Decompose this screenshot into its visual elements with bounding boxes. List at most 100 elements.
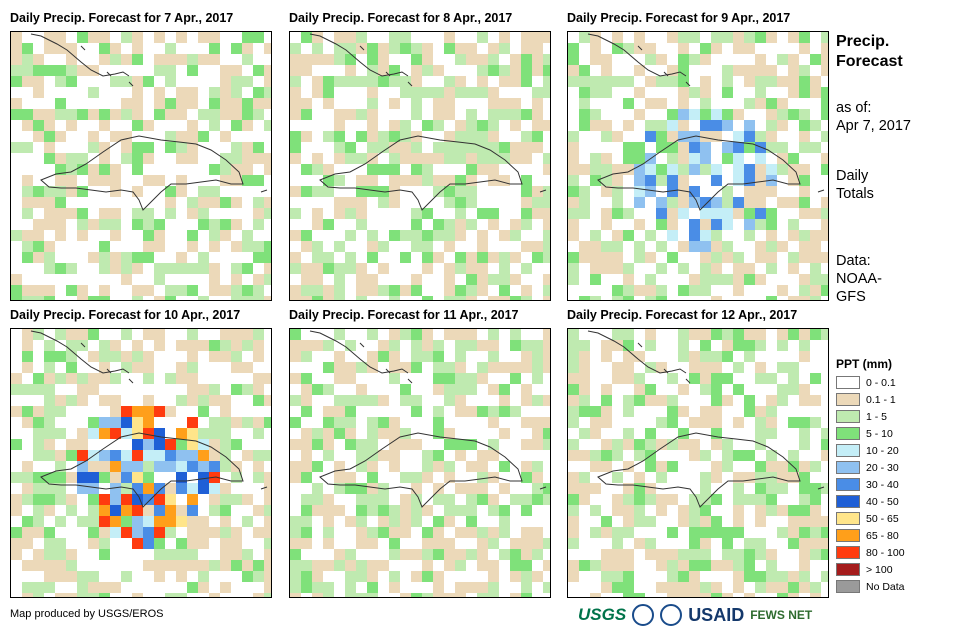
precip-cell (165, 593, 176, 597)
precip-cell (187, 549, 198, 560)
precip-cell (88, 296, 99, 300)
precip-cell (176, 142, 187, 153)
precip-cell (143, 142, 154, 153)
precip-cell (99, 296, 110, 300)
precip-cell (433, 362, 444, 373)
precip-cell (422, 252, 433, 263)
precip-cell (810, 263, 821, 274)
precip-cell (733, 384, 744, 395)
precip-cell (323, 76, 334, 87)
precip-cell (389, 340, 400, 351)
precip-cell (121, 32, 132, 43)
precip-cell (788, 109, 799, 120)
precip-cell (290, 461, 301, 472)
precip-cell (678, 285, 689, 296)
precip-cell (242, 175, 253, 186)
precip-cell (55, 373, 66, 384)
precip-cell (521, 582, 532, 593)
precip-cell (799, 505, 810, 516)
precip-cell (290, 285, 301, 296)
precip-cell (590, 164, 601, 175)
precip-cell (33, 54, 44, 65)
precip-cell (821, 527, 828, 538)
precip-cell (634, 395, 645, 406)
precip-cell (220, 582, 231, 593)
precip-cell (612, 340, 623, 351)
precip-cell (132, 406, 143, 417)
precip-cell (722, 65, 733, 76)
precip-cell (821, 230, 828, 241)
precip-cell (634, 252, 645, 263)
precip-cell (700, 483, 711, 494)
precip-cell (367, 351, 378, 362)
precip-cell (810, 296, 821, 300)
precip-cell (733, 505, 744, 516)
precip-cell (187, 153, 198, 164)
precip-cell (44, 549, 55, 560)
precip-cell (334, 109, 345, 120)
precip-cell (22, 406, 33, 417)
precip-cell (521, 351, 532, 362)
precip-cell (334, 131, 345, 142)
precip-cell (198, 450, 209, 461)
precip-cell (187, 263, 198, 274)
precip-cell (755, 76, 766, 87)
precip-cell (312, 208, 323, 219)
precip-cell (733, 560, 744, 571)
precip-cell (187, 65, 198, 76)
precip-cell (334, 274, 345, 285)
precip-cell (521, 549, 532, 560)
precip-cell (55, 43, 66, 54)
precip-cell (198, 340, 209, 351)
precip-cell (466, 43, 477, 54)
precip-cell (176, 461, 187, 472)
precip-cell (521, 362, 532, 373)
legend-swatch (836, 376, 860, 389)
precip-cell (209, 395, 220, 406)
precip-cell (143, 285, 154, 296)
precip-cell (568, 560, 579, 571)
precip-cell (176, 175, 187, 186)
precip-cell (264, 417, 271, 428)
precip-cell (400, 230, 411, 241)
precip-cell (568, 384, 579, 395)
precip-cell (231, 274, 242, 285)
precip-cell (634, 538, 645, 549)
precip-cell (44, 362, 55, 373)
precip-cell (499, 65, 510, 76)
precip-cell (165, 285, 176, 296)
precip-cell (220, 285, 231, 296)
precip-cell (722, 32, 733, 43)
precip-cell (88, 505, 99, 516)
precip-cell (579, 362, 590, 373)
precip-cell (187, 450, 198, 461)
precip-cell (132, 208, 143, 219)
precip-cell (777, 109, 788, 120)
precip-cell (590, 252, 601, 263)
precip-cell (466, 373, 477, 384)
precip-cell (312, 285, 323, 296)
precip-cell (55, 175, 66, 186)
precip-cell (444, 472, 455, 483)
precip-cell (678, 549, 689, 560)
precip-cell (176, 538, 187, 549)
precip-cell (400, 76, 411, 87)
precip-cell (623, 505, 634, 516)
precip-cell (667, 230, 678, 241)
precip-cell (568, 362, 579, 373)
precip-cell (455, 351, 466, 362)
precip-cell (777, 483, 788, 494)
precip-cell (44, 527, 55, 538)
precip-cell (422, 560, 433, 571)
precip-cell (367, 241, 378, 252)
precip-cell (689, 219, 700, 230)
precip-cell (165, 98, 176, 109)
precip-cell (400, 120, 411, 131)
precip-cell (422, 230, 433, 241)
precip-cell (198, 131, 209, 142)
precip-cell (66, 505, 77, 516)
precip-cell (187, 120, 198, 131)
precip-cell (678, 208, 689, 219)
precip-cell (143, 76, 154, 87)
precip-cell (187, 538, 198, 549)
